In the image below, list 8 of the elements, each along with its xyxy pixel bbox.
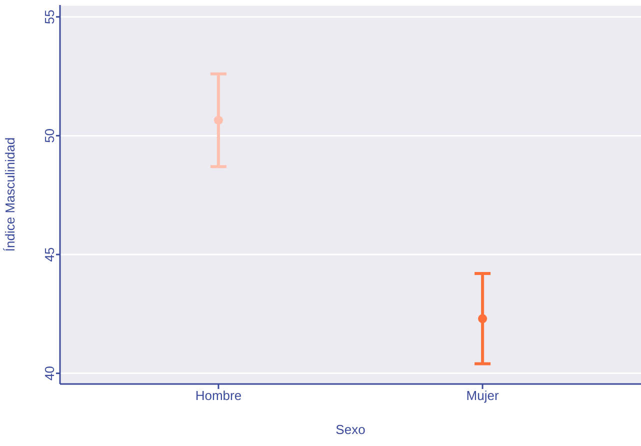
x-tick-label: Hombre — [195, 388, 242, 404]
x-axis-title: Sexo — [336, 422, 366, 437]
y-tick-label: 55 — [42, 10, 57, 24]
y-tick-label: 45 — [42, 247, 57, 262]
y-axis-title: Índice Masculinidad — [2, 137, 18, 252]
x-tick-label: Mujer — [466, 388, 500, 404]
y-tick-label: 50 — [42, 128, 57, 143]
y-tick-label: 40 — [42, 366, 57, 381]
